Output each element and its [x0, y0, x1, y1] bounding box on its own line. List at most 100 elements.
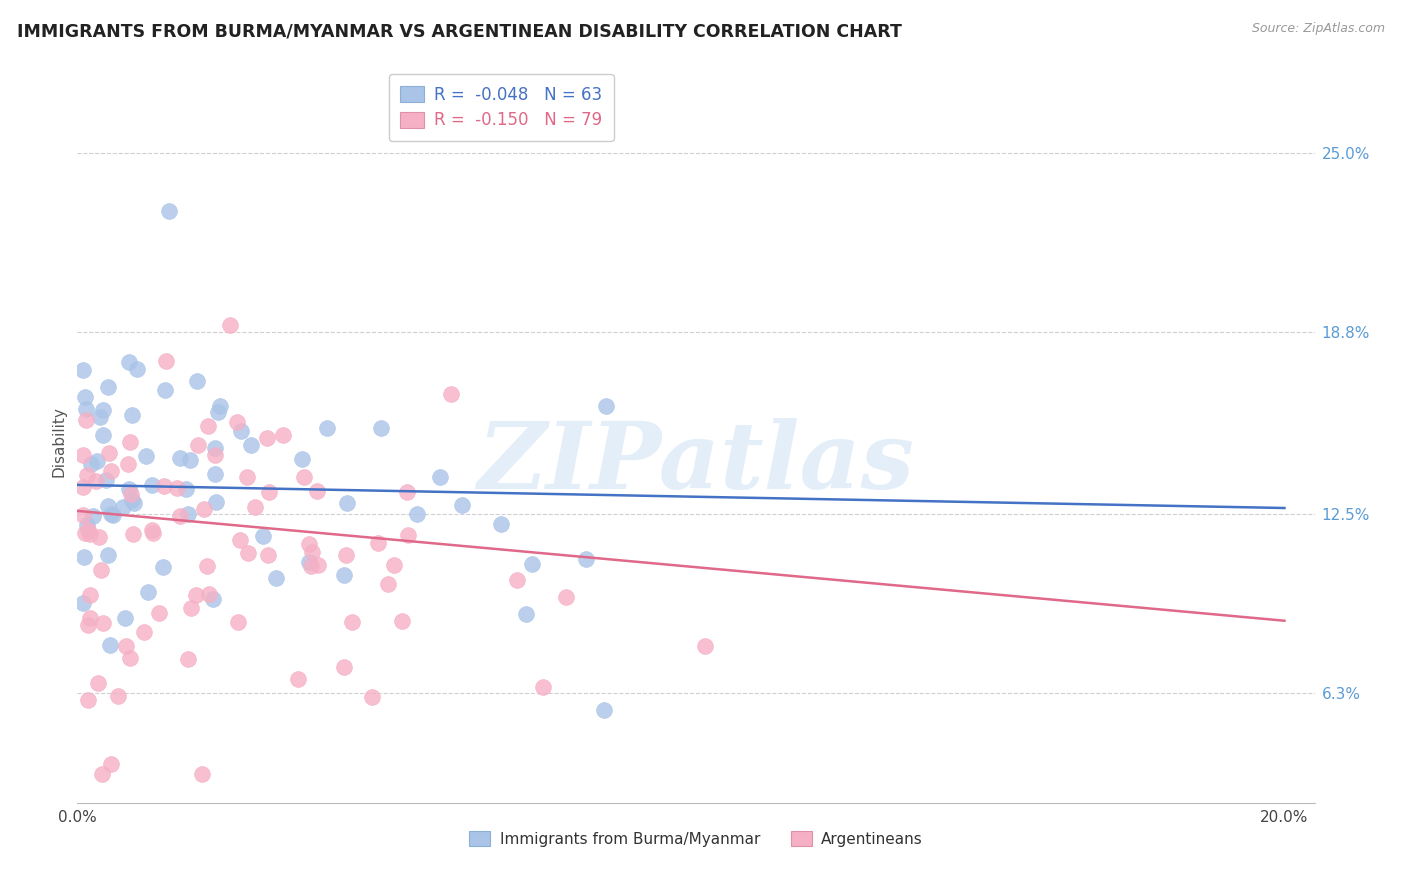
Point [142, 526, 165, 541]
Point [91, 403, 114, 417]
Point [257, 548, 280, 562]
Point [333, 659, 356, 673]
Point [87, 530, 110, 544]
Point [153, 479, 176, 493]
Text: ZIPatlas: ZIPatlas [478, 418, 914, 508]
Point [252, 529, 274, 543]
Point [86, 475, 108, 489]
Point [197, 418, 219, 433]
Point [76, 517, 98, 532]
Point [91, 427, 114, 442]
Point [287, 672, 309, 686]
Point [114, 639, 136, 653]
Point [298, 555, 321, 569]
Point [98, 639, 121, 653]
Point [575, 551, 598, 566]
Point [219, 318, 242, 333]
Point [204, 441, 226, 455]
Point [75, 402, 97, 417]
Point [135, 449, 157, 463]
Point [118, 354, 141, 368]
Point [94, 473, 117, 487]
Point [73, 550, 96, 565]
Point [141, 523, 163, 537]
Point [264, 571, 287, 585]
Point [396, 484, 419, 499]
Point [117, 458, 139, 472]
Point [169, 451, 191, 466]
Point [72, 596, 94, 610]
Point [118, 650, 141, 665]
Y-axis label: Disability: Disability [51, 406, 66, 477]
Point [506, 574, 529, 588]
Point [114, 610, 136, 624]
Point [97, 548, 120, 562]
Point [367, 536, 389, 550]
Legend: Immigrants from Burma/Myanmar, Argentineans: Immigrants from Burma/Myanmar, Argentine… [463, 825, 929, 853]
Point [440, 387, 463, 401]
Point [122, 527, 145, 541]
Point [118, 482, 141, 496]
Point [291, 452, 314, 467]
Point [72, 508, 94, 522]
Point [174, 482, 197, 496]
Point [520, 558, 543, 572]
Text: IMMIGRANTS FROM BURMA/MYANMAR VS ARGENTINEAN DISABILITY CORRELATION CHART: IMMIGRANTS FROM BURMA/MYANMAR VS ARGENTI… [17, 22, 901, 40]
Point [451, 498, 474, 512]
Point [118, 434, 141, 449]
Point [89, 410, 111, 425]
Point [236, 546, 259, 560]
Point [93, 615, 115, 630]
Point [79, 611, 101, 625]
Point [100, 757, 122, 772]
Point [396, 528, 419, 542]
Point [177, 652, 200, 666]
Point [186, 375, 208, 389]
Point [141, 477, 163, 491]
Point [292, 470, 315, 484]
Point [72, 363, 94, 377]
Point [299, 559, 322, 574]
Point [187, 438, 209, 452]
Point [298, 537, 321, 551]
Point [391, 614, 413, 628]
Point [204, 467, 226, 481]
Point [77, 618, 100, 632]
Point [231, 424, 253, 438]
Point [335, 548, 357, 562]
Point [595, 400, 617, 414]
Point [155, 354, 177, 368]
Point [209, 399, 232, 413]
Point [370, 421, 392, 435]
Point [193, 502, 215, 516]
Point [489, 517, 512, 532]
Point [429, 469, 451, 483]
Point [169, 508, 191, 523]
Point [236, 470, 259, 484]
Point [136, 584, 159, 599]
Point [121, 492, 143, 507]
Point [75, 413, 97, 427]
Point [340, 615, 363, 630]
Point [76, 693, 98, 707]
Point [134, 624, 156, 639]
Point [693, 639, 716, 653]
Point [90, 563, 112, 577]
Point [75, 526, 97, 541]
Point [195, 559, 218, 574]
Point [152, 560, 174, 574]
Point [76, 468, 98, 483]
Point [80, 457, 103, 471]
Point [72, 480, 94, 494]
Point [100, 507, 122, 521]
Point [315, 420, 337, 434]
Point [97, 499, 120, 513]
Point [593, 703, 616, 717]
Point [197, 587, 219, 601]
Point [73, 390, 96, 404]
Point [204, 449, 226, 463]
Point [256, 431, 278, 445]
Point [382, 558, 405, 572]
Point [190, 767, 212, 781]
Point [179, 453, 201, 467]
